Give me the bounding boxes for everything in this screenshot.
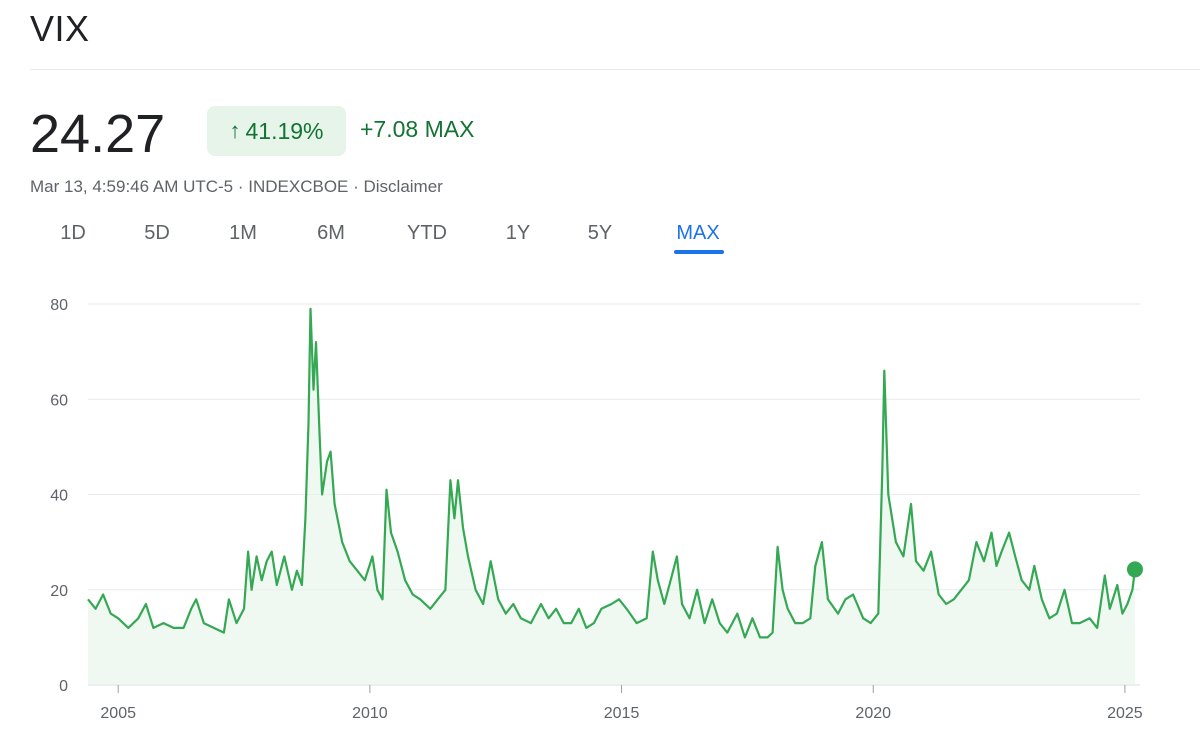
current-price: 24.27 [30, 104, 166, 164]
y-tick-label: 0 [59, 678, 68, 695]
current-value-dot[interactable] [1126, 561, 1143, 578]
percent-change-value: 41.19% [245, 117, 324, 144]
y-tick-label: 80 [50, 297, 68, 314]
x-tick-label: 2025 [1107, 705, 1143, 722]
active-tab-indicator [674, 250, 724, 254]
x-tick-label: 2005 [100, 705, 136, 722]
page-title: VIX [30, 8, 90, 49]
y-tick-label: 60 [50, 392, 68, 409]
quote-metadata: Mar 13, 4:59:46 AM UTC-5 · INDEXCBOE · D… [30, 177, 443, 196]
percent-change-badge: ↑ 41.19% [207, 106, 346, 156]
price-line [87, 307, 1137, 639]
time-range-tabs: 1D 5D 1M 6M YTD 1Y 5Y MAX [0, 222, 760, 262]
price-area-fill [88, 308, 1135, 685]
tab-1m[interactable]: 1M [229, 222, 257, 244]
vix-line-chart: 0 20 40 60 80 2005 2010 2015 2020 2025 [50, 297, 1143, 722]
absolute-change: +7.08 MAX [360, 116, 475, 142]
arrow-up-icon: ↑ [229, 118, 241, 143]
x-tick-label: 2020 [855, 705, 891, 722]
tab-5y[interactable]: 5Y [587, 222, 613, 244]
tab-1d[interactable]: 1D [60, 222, 86, 244]
y-tick-label: 20 [50, 583, 68, 600]
tab-1y[interactable]: 1Y [505, 222, 531, 244]
tab-6m[interactable]: 6M [317, 222, 345, 244]
x-tick-label: 2010 [352, 705, 388, 722]
y-tick-label: 40 [50, 488, 68, 505]
tab-5d[interactable]: 5D [144, 222, 170, 244]
header-divider [30, 69, 1200, 70]
tab-ytd[interactable]: YTD [407, 222, 447, 244]
tab-max[interactable]: MAX [676, 222, 720, 244]
x-tick-label: 2015 [604, 705, 640, 722]
